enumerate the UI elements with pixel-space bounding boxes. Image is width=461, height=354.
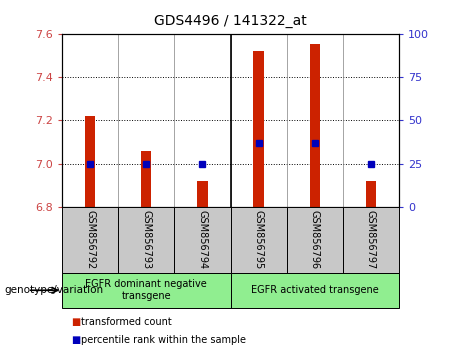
Bar [310,45,319,207]
Bar [85,116,95,207]
Text: GSM856796: GSM856796 [310,210,319,269]
Bar [62,207,118,273]
Bar [174,207,230,273]
Bar [142,151,151,207]
Text: transformed count: transformed count [81,317,171,327]
Text: percentile rank within the sample: percentile rank within the sample [81,335,246,345]
Text: ■: ■ [71,317,81,327]
Bar [343,207,399,273]
Bar [230,273,399,308]
Bar [62,273,230,308]
Text: GDS4496 / 141322_at: GDS4496 / 141322_at [154,14,307,28]
Text: GSM856793: GSM856793 [142,210,151,269]
Text: EGFR dominant negative
transgene: EGFR dominant negative transgene [85,279,207,301]
Text: GSM856794: GSM856794 [197,210,207,269]
Text: GSM856795: GSM856795 [254,210,264,270]
Text: ■: ■ [71,335,81,345]
Bar [197,181,207,207]
Bar [254,51,264,207]
Bar [118,207,174,273]
Bar [366,181,376,207]
Bar [287,207,343,273]
Text: GSM856797: GSM856797 [366,210,376,270]
Text: genotype/variation: genotype/variation [5,285,104,295]
Text: GSM856792: GSM856792 [85,210,95,270]
Bar [230,207,287,273]
Text: EGFR activated transgene: EGFR activated transgene [251,285,378,295]
